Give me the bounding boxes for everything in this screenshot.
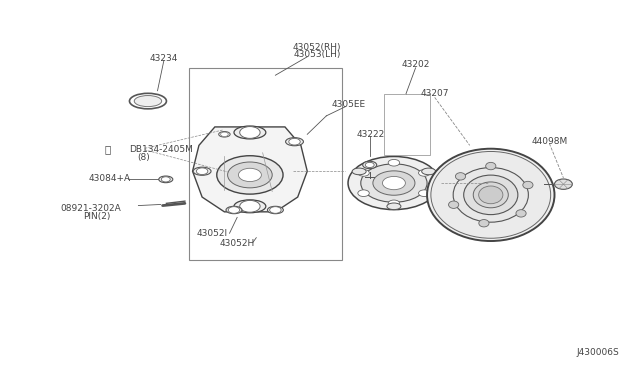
- Circle shape: [358, 190, 369, 196]
- Text: 08921-3202A: 08921-3202A: [60, 203, 121, 213]
- Circle shape: [388, 200, 399, 207]
- Circle shape: [361, 164, 427, 202]
- Circle shape: [289, 138, 300, 145]
- Circle shape: [358, 170, 369, 176]
- Circle shape: [240, 126, 260, 138]
- Polygon shape: [193, 127, 307, 212]
- Text: 43202: 43202: [401, 60, 430, 69]
- Text: 43234: 43234: [150, 54, 178, 63]
- Circle shape: [240, 201, 260, 212]
- Ellipse shape: [464, 175, 518, 215]
- Text: (8): (8): [137, 153, 150, 162]
- Ellipse shape: [193, 167, 211, 175]
- Text: PIN(2): PIN(2): [83, 212, 111, 221]
- Ellipse shape: [523, 181, 533, 189]
- Text: DB134-2405M: DB134-2405M: [129, 145, 193, 154]
- Circle shape: [196, 168, 208, 174]
- Text: 43053(LH): 43053(LH): [293, 51, 340, 60]
- Ellipse shape: [268, 206, 284, 214]
- Bar: [384, 94, 429, 155]
- Ellipse shape: [363, 161, 377, 169]
- Text: J430006S: J430006S: [577, 347, 620, 357]
- Ellipse shape: [453, 167, 529, 222]
- Text: 43222: 43222: [357, 130, 385, 139]
- Ellipse shape: [431, 151, 550, 238]
- Ellipse shape: [285, 138, 303, 146]
- Circle shape: [161, 177, 170, 182]
- Circle shape: [228, 162, 272, 188]
- Ellipse shape: [234, 200, 266, 213]
- Circle shape: [554, 179, 572, 189]
- Ellipse shape: [427, 149, 554, 241]
- Ellipse shape: [226, 206, 242, 214]
- Ellipse shape: [479, 186, 503, 204]
- Ellipse shape: [456, 173, 466, 180]
- Ellipse shape: [387, 203, 401, 210]
- Text: 43084+A: 43084+A: [89, 174, 131, 183]
- Circle shape: [348, 157, 440, 210]
- Ellipse shape: [479, 219, 489, 227]
- Circle shape: [239, 168, 261, 182]
- Text: 44098M: 44098M: [531, 137, 568, 146]
- Text: 43052(RH): 43052(RH): [292, 43, 341, 52]
- Ellipse shape: [134, 96, 162, 107]
- Circle shape: [221, 132, 228, 137]
- Ellipse shape: [234, 126, 266, 139]
- Circle shape: [365, 162, 374, 167]
- Text: Ⓑ: Ⓑ: [105, 144, 111, 154]
- Text: 43207: 43207: [420, 89, 449, 98]
- Ellipse shape: [422, 168, 436, 175]
- Circle shape: [269, 207, 281, 213]
- Ellipse shape: [486, 162, 496, 170]
- Circle shape: [419, 170, 430, 176]
- Ellipse shape: [219, 132, 230, 137]
- Bar: [189, 68, 342, 260]
- Ellipse shape: [352, 168, 366, 175]
- Circle shape: [217, 156, 283, 194]
- Circle shape: [388, 160, 399, 166]
- Ellipse shape: [159, 176, 173, 183]
- Circle shape: [383, 176, 405, 190]
- Text: 43052I: 43052I: [196, 230, 227, 238]
- Ellipse shape: [449, 201, 459, 208]
- Circle shape: [228, 207, 240, 213]
- Ellipse shape: [129, 93, 166, 109]
- Text: 43052H: 43052H: [220, 239, 255, 248]
- Circle shape: [373, 171, 415, 195]
- Ellipse shape: [516, 210, 526, 217]
- Ellipse shape: [473, 182, 508, 208]
- Text: 4305EE: 4305EE: [332, 100, 365, 109]
- Circle shape: [419, 190, 430, 196]
